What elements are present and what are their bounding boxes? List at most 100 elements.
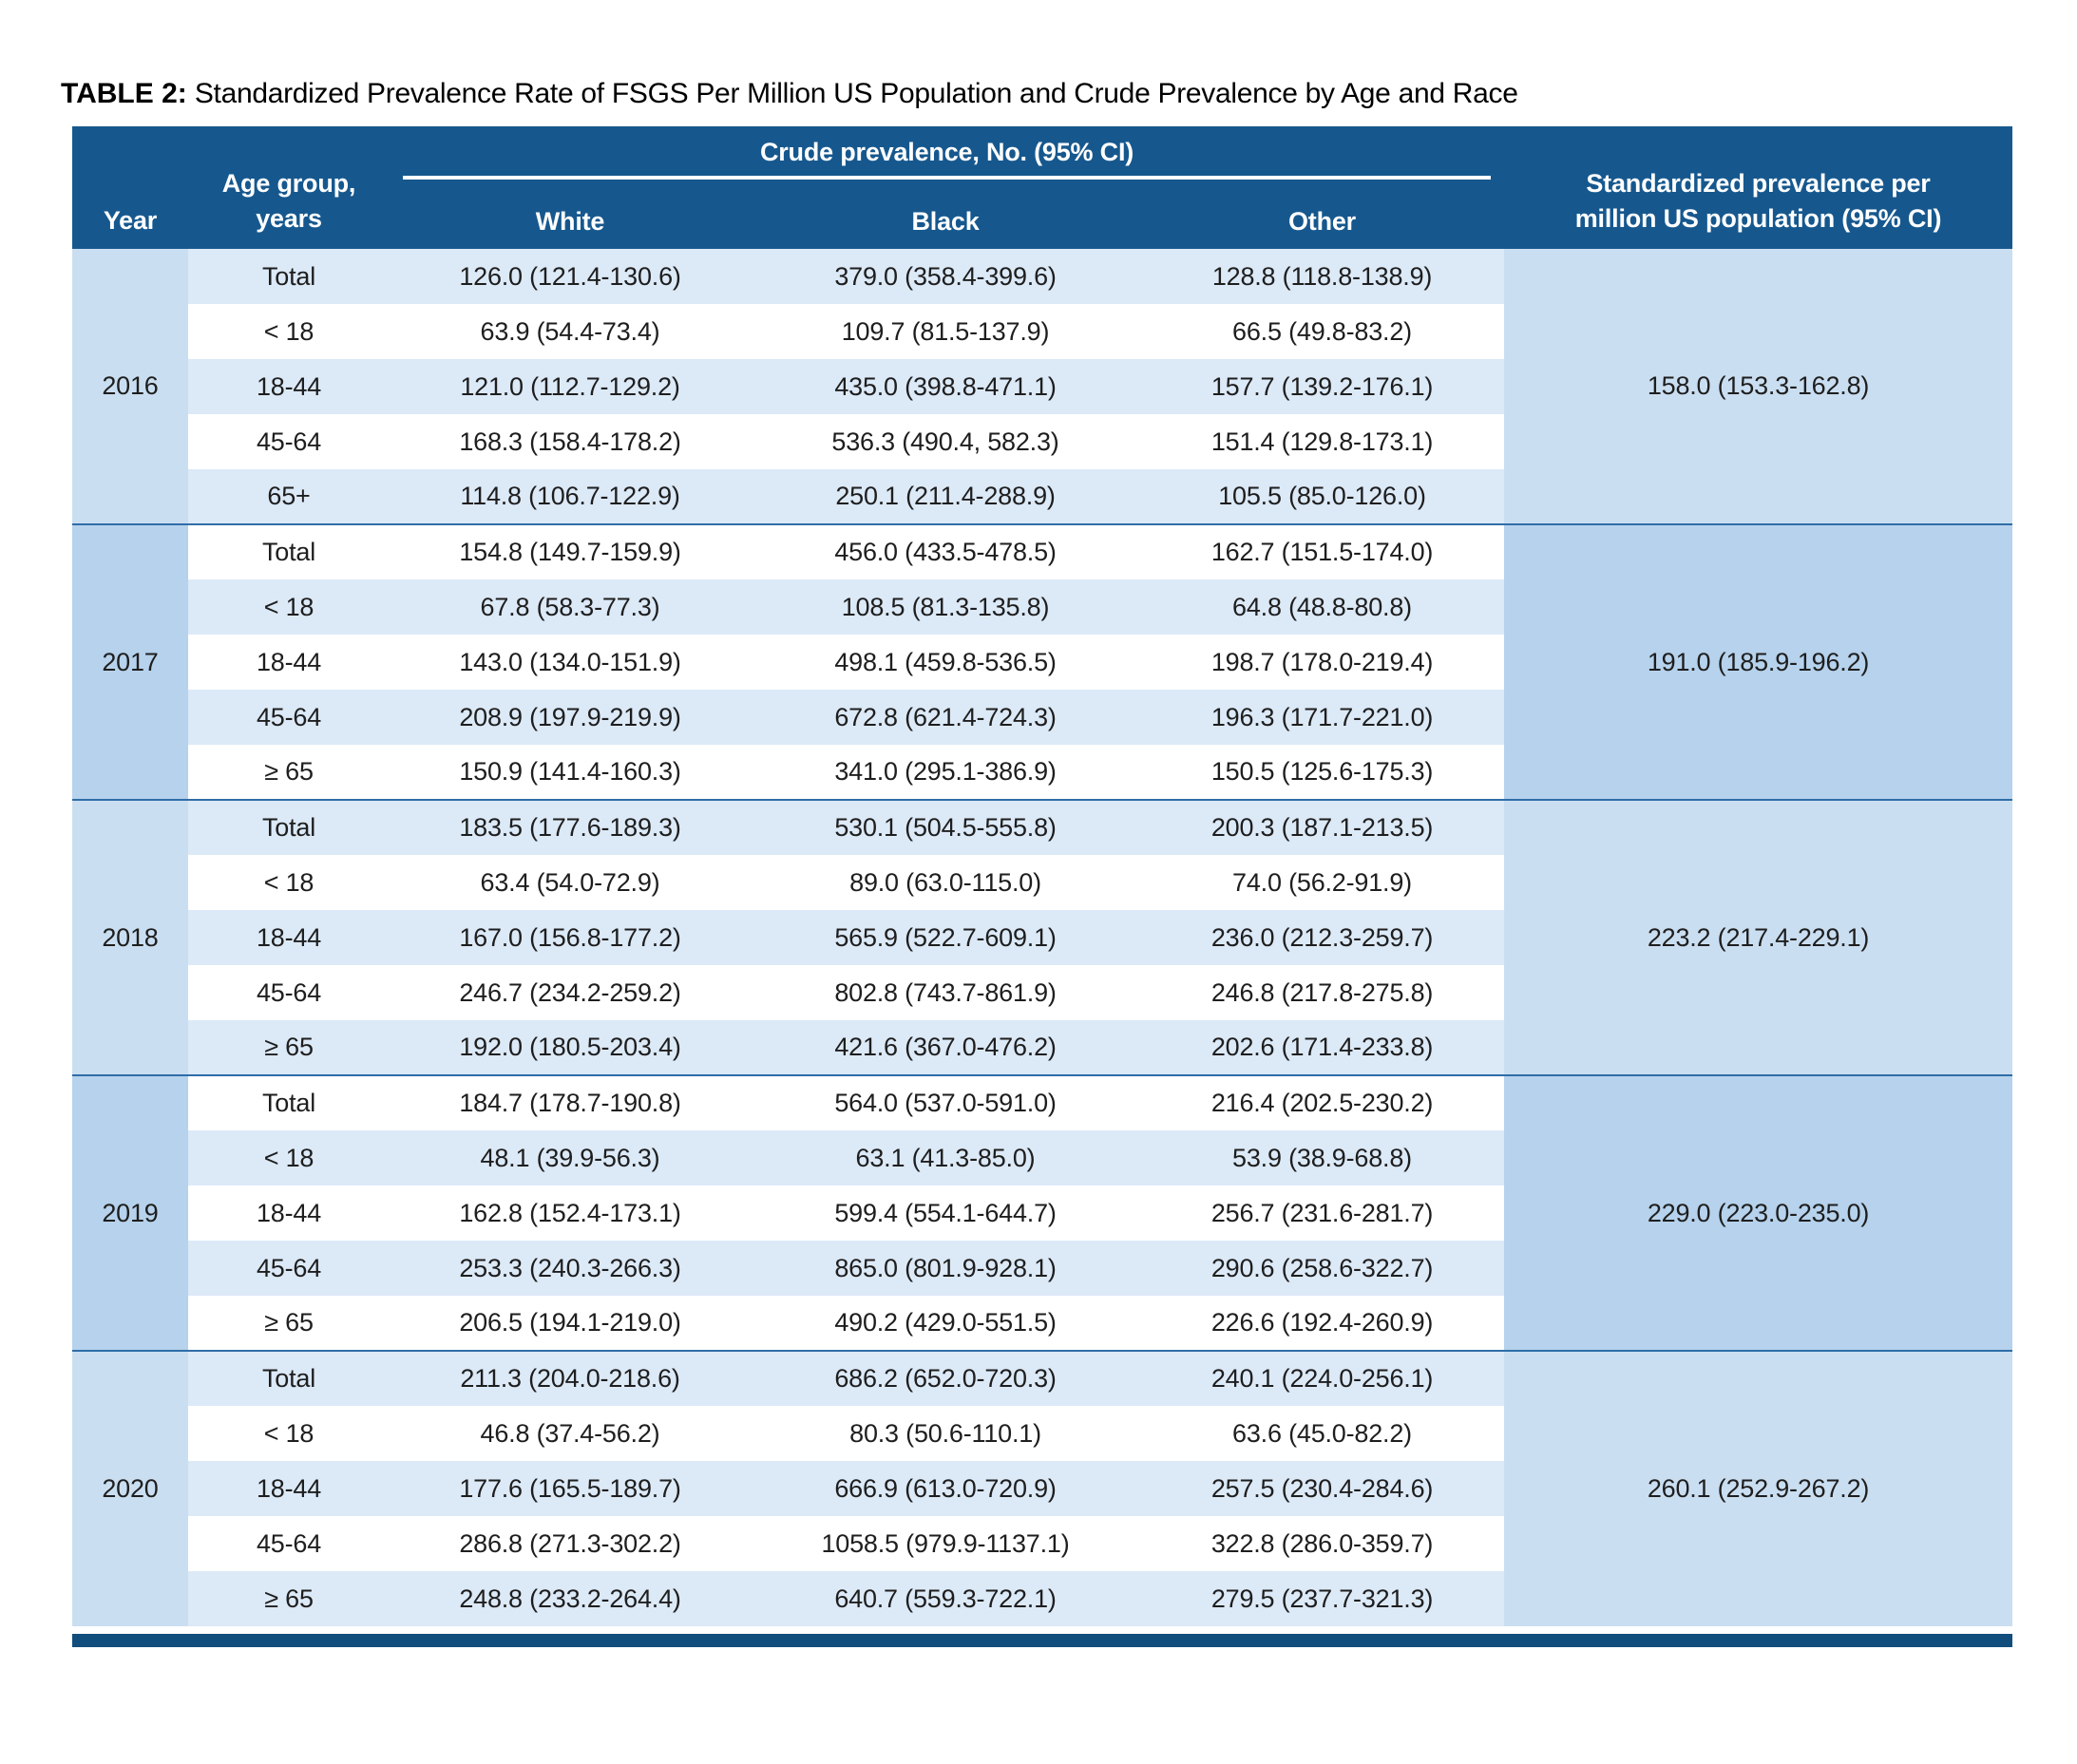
- table-row: 18-44 121.0 (112.7-129.2) 435.0 (398.8-4…: [72, 359, 2012, 414]
- column-header-white: White: [390, 194, 751, 249]
- other-cell: 246.8 (217.8-275.8): [1140, 965, 1504, 1020]
- black-cell: 1058.5 (979.9-1137.1): [751, 1516, 1140, 1571]
- black-cell: 536.3 (490.4, 582.3): [751, 414, 1140, 469]
- age-cell: 45-64: [188, 414, 390, 469]
- other-cell: 202.6 (171.4-233.8): [1140, 1020, 1504, 1075]
- age-cell: ≥ 65: [188, 1020, 390, 1075]
- white-cell: 167.0 (156.8-177.2): [390, 910, 751, 965]
- other-cell: 279.5 (237.7-321.3): [1140, 1571, 1504, 1626]
- year-cell: 2016: [72, 249, 188, 524]
- black-cell: 599.4 (554.1-644.7): [751, 1185, 1140, 1241]
- black-cell: 80.3 (50.6-110.1): [751, 1406, 1140, 1461]
- white-cell: 67.8 (58.3-77.3): [390, 579, 751, 635]
- year-cell: 2017: [72, 523, 188, 800]
- other-cell: 290.6 (258.6-322.7): [1140, 1241, 1504, 1296]
- table-row: ≥ 65 206.5 (194.1-219.0) 490.2 (429.0-55…: [72, 1296, 2012, 1351]
- white-cell: 184.7 (178.7-190.8): [390, 1074, 751, 1130]
- other-cell: 240.1 (224.0-256.1): [1140, 1350, 1504, 1406]
- age-cell: 45-64: [188, 1516, 390, 1571]
- white-cell: 286.8 (271.3-302.2): [390, 1516, 751, 1571]
- table-row: 18-44 162.8 (152.4-173.1) 599.4 (554.1-6…: [72, 1185, 2012, 1241]
- prevalence-table: Year Age group, years Crude prevalence, N…: [72, 126, 2012, 1626]
- black-cell: 666.9 (613.0-720.9): [751, 1461, 1140, 1516]
- white-cell: 63.4 (54.0-72.9): [390, 855, 751, 910]
- table-row: < 18 63.9 (54.4-73.4) 109.7 (81.5-137.9)…: [72, 304, 2012, 359]
- table-title-text: Standardized Prevalence Rate of FSGS Per…: [194, 78, 1518, 109]
- table-row: 45-64 253.3 (240.3-266.3) 865.0 (801.9-9…: [72, 1241, 2012, 1296]
- black-cell: 109.7 (81.5-137.9): [751, 304, 1140, 359]
- age-cell: Total: [188, 523, 390, 579]
- age-cell: < 18: [188, 1406, 390, 1461]
- age-cell: 45-64: [188, 1241, 390, 1296]
- age-cell: Total: [188, 1350, 390, 1406]
- header-row-top: Year Age group, years Crude prevalence, N…: [72, 126, 2012, 249]
- other-cell: 257.5 (230.4-284.6): [1140, 1461, 1504, 1516]
- table-row: ≥ 65 248.8 (233.2-264.4) 640.7 (559.3-72…: [72, 1571, 2012, 1626]
- column-header-year: Year: [72, 126, 188, 249]
- age-cell: Total: [188, 1074, 390, 1130]
- black-cell: 802.8 (743.7-861.9): [751, 965, 1140, 1020]
- age-cell: < 18: [188, 1130, 390, 1185]
- white-cell: 211.3 (204.0-218.6): [390, 1350, 751, 1406]
- age-cell: Total: [188, 249, 390, 304]
- column-header-age-group: Age group, years: [188, 126, 390, 249]
- white-cell: 168.3 (158.4-178.2): [390, 414, 751, 469]
- other-cell: 105.5 (85.0-126.0): [1140, 469, 1504, 524]
- white-cell: 206.5 (194.1-219.0): [390, 1296, 751, 1351]
- age-cell: 18-44: [188, 635, 390, 690]
- other-cell: 226.6 (192.4-260.9): [1140, 1296, 1504, 1351]
- black-cell: 379.0 (358.4-399.6): [751, 249, 1140, 304]
- other-cell: 200.3 (187.1-213.5): [1140, 799, 1504, 855]
- age-cell: ≥ 65: [188, 1296, 390, 1351]
- table-row: ≥ 65 150.9 (141.4-160.3) 341.0 (295.1-38…: [72, 745, 2012, 800]
- standardized-cell: 229.0 (223.0-235.0): [1504, 1074, 2012, 1351]
- other-cell: 196.3 (171.7-221.0): [1140, 690, 1504, 745]
- other-cell: 74.0 (56.2-91.9): [1140, 855, 1504, 910]
- black-cell: 498.1 (459.8-536.5): [751, 635, 1140, 690]
- standardized-cell: 223.2 (217.4-229.1): [1504, 799, 2012, 1075]
- other-cell: 63.6 (45.0-82.2): [1140, 1406, 1504, 1461]
- black-cell: 89.0 (63.0-115.0): [751, 855, 1140, 910]
- table-row: 45-64 168.3 (158.4-178.2) 536.3 (490.4, …: [72, 414, 2012, 469]
- year-cell: 2020: [72, 1350, 188, 1626]
- table-row: 45-64 208.9 (197.9-219.9) 672.8 (621.4-7…: [72, 690, 2012, 745]
- table-row: < 18 48.1 (39.9-56.3) 63.1 (41.3-85.0) 5…: [72, 1130, 2012, 1185]
- other-cell: 157.7 (139.2-176.1): [1140, 359, 1504, 414]
- other-cell: 150.5 (125.6-175.3): [1140, 745, 1504, 800]
- other-cell: 64.8 (48.8-80.8): [1140, 579, 1504, 635]
- other-cell: 256.7 (231.6-281.7): [1140, 1185, 1504, 1241]
- black-cell: 564.0 (537.0-591.0): [751, 1074, 1140, 1130]
- standardized-cell: 260.1 (252.9-267.2): [1504, 1350, 2012, 1626]
- age-cell: 65+: [188, 469, 390, 524]
- black-cell: 456.0 (433.5-478.5): [751, 523, 1140, 579]
- age-cell: 18-44: [188, 359, 390, 414]
- white-cell: 177.6 (165.5-189.7): [390, 1461, 751, 1516]
- table-title: TABLE 2: Standardized Prevalence Rate of…: [61, 78, 1518, 110]
- age-cell: ≥ 65: [188, 1571, 390, 1626]
- white-cell: 48.1 (39.9-56.3): [390, 1130, 751, 1185]
- black-cell: 530.1 (504.5-555.8): [751, 799, 1140, 855]
- black-cell: 341.0 (295.1-386.9): [751, 745, 1140, 800]
- black-cell: 435.0 (398.8-471.1): [751, 359, 1140, 414]
- other-cell: 198.7 (178.0-219.4): [1140, 635, 1504, 690]
- other-cell: 66.5 (49.8-83.2): [1140, 304, 1504, 359]
- column-header-other: Other: [1140, 194, 1504, 249]
- age-cell: 45-64: [188, 690, 390, 745]
- column-header-standardized-prevalence: Standardized prevalence per million US po…: [1504, 126, 2012, 249]
- age-cell: 18-44: [188, 1185, 390, 1241]
- black-cell: 490.2 (429.0-551.5): [751, 1296, 1140, 1351]
- black-cell: 63.1 (41.3-85.0): [751, 1130, 1140, 1185]
- standardized-cell: 158.0 (153.3-162.8): [1504, 249, 2012, 524]
- white-cell: 63.9 (54.4-73.4): [390, 304, 751, 359]
- table-row: 2020 Total 211.3 (204.0-218.6) 686.2 (65…: [72, 1350, 2012, 1626]
- table-title-label: TABLE 2:: [61, 78, 187, 109]
- white-cell: 183.5 (177.6-189.3): [390, 799, 751, 855]
- white-cell: 143.0 (134.0-151.9): [390, 635, 751, 690]
- year-cell: 2018: [72, 799, 188, 1075]
- black-cell: 686.2 (652.0-720.3): [751, 1350, 1140, 1406]
- black-cell: 565.9 (522.7-609.1): [751, 910, 1140, 965]
- age-cell: 18-44: [188, 910, 390, 965]
- white-cell: 126.0 (121.4-130.6): [390, 249, 751, 304]
- black-cell: 421.6 (367.0-476.2): [751, 1020, 1140, 1075]
- header-row-races: White Black Other: [72, 194, 2012, 249]
